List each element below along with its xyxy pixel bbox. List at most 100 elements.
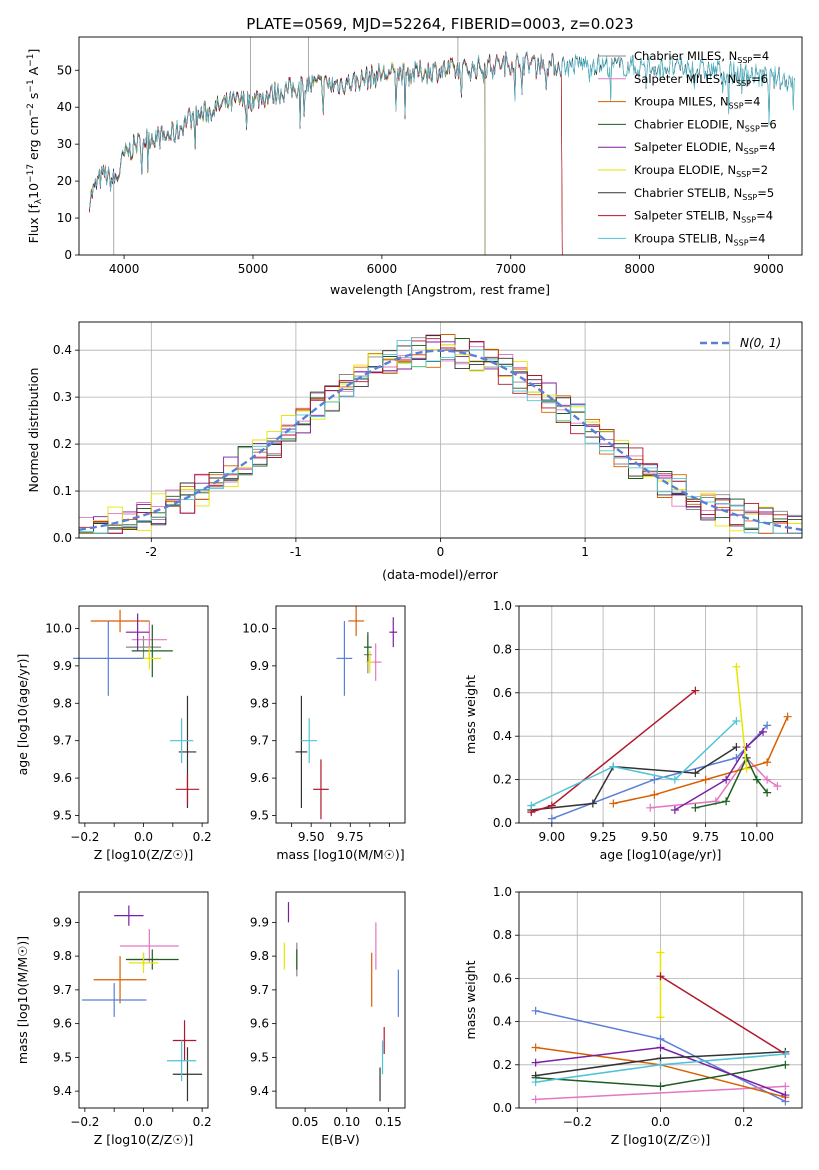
y-axis-label: age [log10(age/yr)] [15,654,30,776]
y-axis-label: mass weight [463,675,478,754]
x-tick-label: 9.00 [538,830,565,844]
axes-frame [78,891,209,1109]
legend-subscript: SSP [742,193,757,202]
x-tick-label: 9.50 [298,830,325,844]
y-tick-label: 9.9 [250,915,269,929]
legend-subscript: SSP [745,124,760,133]
y-label-part: λ [34,198,44,204]
y-tick-label: 9.6 [250,1017,269,1031]
y-tick-label: 9.9 [53,659,72,673]
weight-marker [781,1050,790,1058]
y-label-part: 10 [26,183,41,199]
weight-marker [732,662,741,671]
x-tick-label: 1 [581,545,589,559]
axes-frame [518,605,803,824]
y-tick-label: 9.6 [250,771,269,785]
y-label-part: ] [26,49,41,54]
y-tick-label: 1.0 [493,885,512,899]
legend-entry: Kroupa ELODIE, NSSP=2 [634,163,768,179]
legend-entry: N(0, 1) [740,336,781,350]
y-tick-label: 0.4 [493,1015,512,1029]
weight-marker [656,1034,665,1043]
x-tick-label: 0.0 [651,1115,670,1129]
weight-marker [773,782,782,791]
normal-curve [78,349,803,531]
weight-series [735,666,748,769]
y-label-part: −1 [26,54,36,67]
weight-marker [609,799,618,808]
x-axis-label: Z [log10(Z/Z☉)] [94,1132,194,1147]
legend-subscript: SSP [736,79,751,88]
x-tick-label: 0.15 [375,1115,402,1129]
spectrum-series [89,51,563,255]
y-tick-label: 0.4 [493,729,512,743]
y-tick-label: 9.4 [53,1084,72,1098]
y-tick-label: 9.5 [53,1050,72,1064]
weight-marker [691,686,700,695]
y-label-part: −17 [26,164,36,183]
y-tick-label: 9.6 [53,771,72,785]
y-tick-label: 40 [57,100,72,114]
y-tick-label: 1.0 [493,599,512,613]
axes-frame [518,891,803,1109]
legend-subscript: SSP [737,56,752,65]
weight-marker [670,805,679,814]
x-tick-label: 8000 [624,262,655,276]
figure-title: PLATE=0569, MJD=52264, FIBERID=0003, z=0… [246,15,633,33]
weight-marker [656,1082,665,1091]
axes-frame [78,36,803,256]
axes-frame [275,605,406,824]
legend-subscript: SSP [741,216,756,225]
weight-marker [763,721,772,730]
weight-marker [531,1043,540,1052]
weight-marker [670,775,679,784]
x-tick-label: 6000 [367,262,398,276]
legend-value: =6 [760,117,777,131]
weight-marker [722,797,731,806]
weight-marker [650,790,659,799]
weight-marker [547,814,556,823]
x-tick-label: 0.0 [134,830,153,844]
y-tick-label: 0.2 [53,437,72,451]
x-tick-label: 7000 [495,262,526,276]
weight-marker [646,803,655,812]
weight-marker [781,1091,790,1100]
legend-entry: Chabrier STELIB, NSSP=5 [634,186,774,202]
y-tick-label: 0.6 [493,971,512,985]
legend-value: =2 [751,163,768,177]
legend-value: =4 [749,231,766,245]
y-tick-label: 9.9 [53,915,72,929]
x-axis-label: Z [log10(Z/Z☉)] [611,1132,711,1147]
x-axis-label: (data-model)/error [382,567,499,582]
legend-value: =6 [751,72,768,86]
spectrum-series [89,52,795,209]
x-axis-label: mass [log10(M/M☉)] [276,847,404,862]
legend-value: =4 [744,95,761,109]
legend-entry: Salpeter ELODIE, NSSP=4 [634,140,776,156]
y-tick-label: 9.6 [53,1017,72,1031]
weight-marker [588,799,597,808]
x-tick-label: 9000 [753,262,784,276]
weight-marker [759,727,768,736]
weight-marker [531,1058,540,1067]
y-tick-label: 9.8 [250,696,269,710]
weight-marker [732,743,741,752]
legend-subscript: SSP [736,170,751,179]
axes-frame [78,321,803,539]
weight-marker [656,1060,665,1069]
legend-value: =4 [752,49,769,63]
weight-marker [527,801,536,810]
y-tick-label: 10.0 [242,621,269,635]
x-tick-label: −0.2 [563,1115,592,1129]
x-tick-label: 10.00 [740,830,774,844]
spectrum-series [89,51,563,255]
weight-marker [742,764,751,773]
spectrum-series [89,55,486,255]
legend-entry: Salpeter STELIB, NSSP=4 [634,209,773,225]
weight-marker [752,775,761,784]
y-label-part: −1 [26,79,36,92]
weight-series [535,1085,786,1101]
x-axis-label: Z [log10(Z/Z☉)] [94,847,194,862]
weight-marker [742,753,751,762]
